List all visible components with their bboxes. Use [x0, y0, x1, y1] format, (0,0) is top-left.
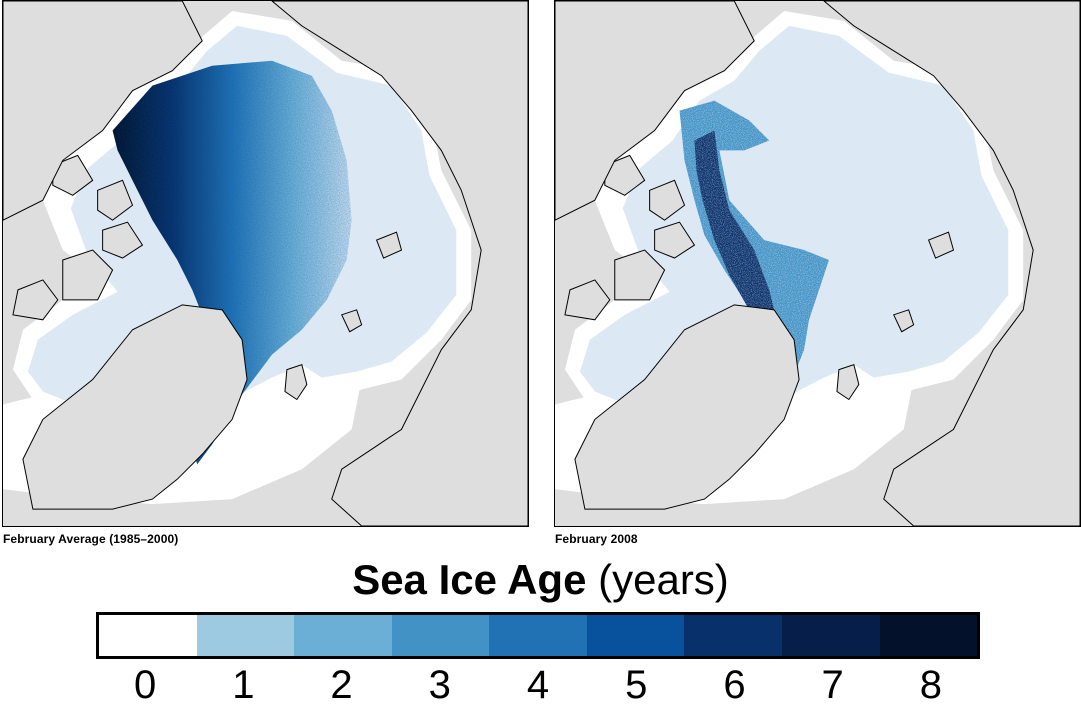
legend-swatch-3	[391, 615, 490, 656]
legend-title-main: Sea Ice Age	[352, 556, 587, 603]
map-february-2008	[554, 0, 1081, 527]
arctic-map-left	[3, 1, 528, 526]
island-1	[62, 249, 114, 301]
island-2	[12, 279, 59, 321]
legend-tick-label: 5	[625, 663, 648, 707]
legend-swatch-8	[879, 615, 978, 656]
legend-tick-label: 1	[232, 663, 255, 707]
island-svalbard	[284, 363, 308, 401]
island-fj	[893, 309, 915, 333]
north-america	[555, 1, 755, 221]
legend-swatch-5	[586, 615, 685, 656]
island-4	[604, 154, 646, 196]
legend-tick-label: 2	[330, 663, 353, 707]
greenland	[22, 304, 248, 510]
island-5	[102, 221, 144, 259]
legend-tick-label: 4	[526, 663, 550, 707]
greenland	[574, 304, 800, 510]
legend-tick-label: 0	[133, 663, 157, 707]
island-svalbard	[836, 363, 860, 401]
legend-swatch-1	[196, 615, 295, 656]
legend-swatch-7	[781, 615, 880, 656]
island-1	[614, 249, 666, 301]
legend-tick-label: 6	[723, 663, 746, 707]
legend-title-unit: (years)	[598, 556, 729, 603]
island-sz	[375, 231, 403, 259]
legend-tick-label: 7	[821, 663, 844, 707]
legend-ticks: 0 1 2 3 4 5 6 7 8	[96, 664, 980, 707]
island-3	[649, 179, 686, 221]
legend-tick-label: 3	[428, 663, 451, 707]
island-sz	[927, 231, 955, 259]
legend-tick-label: 8	[919, 663, 942, 707]
legend-swatch-2	[294, 615, 392, 656]
map-february-average	[2, 0, 529, 527]
legend-swatch-0	[99, 615, 197, 656]
panel-caption-left: February Average (1985–2000)	[3, 532, 179, 546]
island-3	[97, 179, 134, 221]
island-4	[52, 154, 94, 196]
north-america	[3, 1, 203, 221]
island-2	[564, 279, 611, 321]
eurasia	[271, 1, 528, 526]
legend-swatch-4	[489, 615, 587, 656]
legend-swatch-6	[684, 615, 782, 656]
eurasia	[823, 1, 1080, 526]
legend-title: Sea Ice Age (years)	[0, 552, 1081, 608]
legend-colorbar	[96, 612, 980, 659]
arctic-map-right	[555, 1, 1080, 526]
island-fj	[341, 309, 363, 333]
panel-caption-right: February 2008	[555, 532, 638, 546]
island-5	[654, 221, 696, 259]
